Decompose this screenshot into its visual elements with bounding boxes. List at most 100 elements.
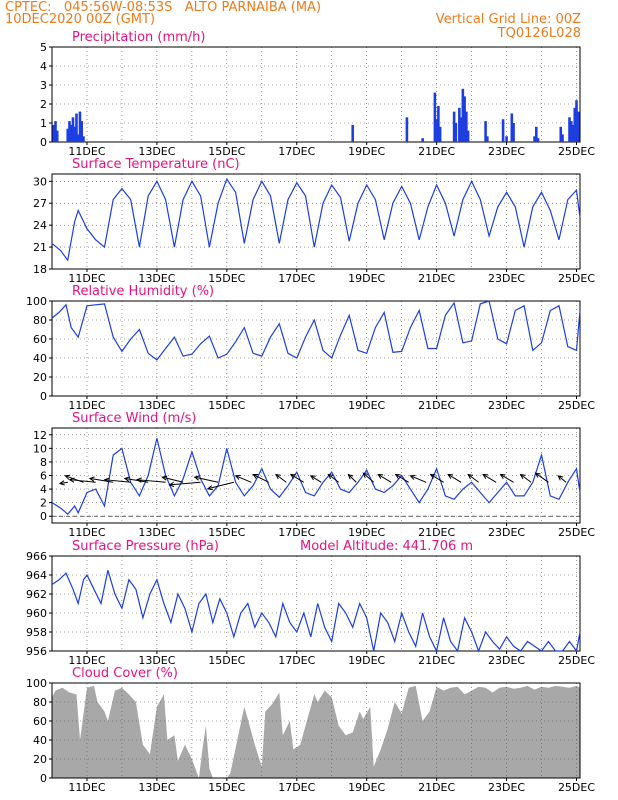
series-line-surface-pressure-hpa xyxy=(51,570,581,653)
bar xyxy=(55,130,59,142)
bar xyxy=(68,121,71,142)
bar xyxy=(459,117,463,142)
wind-arrow xyxy=(69,479,96,483)
bar xyxy=(510,113,514,142)
y-tick-label: 100 xyxy=(26,295,47,308)
wind-arrow xyxy=(430,474,444,483)
bar xyxy=(561,134,564,142)
series-line-surface-temperature-nc xyxy=(51,177,581,262)
bar xyxy=(66,128,70,142)
x-tick-label: 23DEC xyxy=(488,145,525,158)
y-tick-label: 21 xyxy=(33,241,47,254)
wind-arrow-head xyxy=(161,475,168,481)
y-tick-label: 0 xyxy=(40,510,47,523)
bar xyxy=(78,111,82,142)
wind-arrow-head xyxy=(482,473,489,479)
wind-arrow-head xyxy=(409,475,416,480)
wind-arrow-head xyxy=(64,474,71,480)
wind-arrow xyxy=(290,474,305,483)
y-tick-label: 80 xyxy=(33,314,47,327)
x-tick-label: 15DEC xyxy=(208,145,245,158)
y-tick-label: 4 xyxy=(40,60,47,73)
grid-note: Vertical Grid Line: 00Z xyxy=(435,12,581,27)
y-tick-label: 80 xyxy=(33,696,47,709)
wind-arrow xyxy=(275,474,287,483)
wind-arrow-head xyxy=(103,477,110,483)
x-tick-label: 11DEC xyxy=(68,399,105,412)
x-tick-label: 23DEC xyxy=(488,654,525,667)
y-tick-label: 966 xyxy=(26,550,47,563)
bar xyxy=(533,136,536,142)
y-tick-label: 8 xyxy=(40,456,47,469)
wind-arrow-head xyxy=(347,473,354,480)
title-cloud-cover: Cloud Cover (%) xyxy=(72,666,178,681)
title-surface-temperature-nc: Surface Temperature (nC) xyxy=(72,157,240,172)
y-tick-label: 6 xyxy=(40,470,47,483)
wind-arrow xyxy=(447,474,462,483)
x-tick-label: 11DEC xyxy=(68,272,105,285)
wind-arrow xyxy=(520,474,532,483)
x-tick-label: 17DEC xyxy=(278,654,315,667)
wind-arrow xyxy=(395,474,409,483)
wind-arrow-head xyxy=(274,473,281,480)
y-tick-label: 964 xyxy=(26,569,47,582)
x-tick-label: 19DEC xyxy=(348,654,385,667)
title-relative-humidity: Relative Humidity (%) xyxy=(72,284,214,299)
wind-arrow-head xyxy=(88,476,95,482)
y-tick-label: 100 xyxy=(26,677,47,690)
wind-arrow-head xyxy=(499,473,506,479)
x-tick-label: 17DEC xyxy=(278,526,315,539)
x-tick-label: 25DEC xyxy=(558,399,595,412)
bar xyxy=(435,119,438,142)
wind-arrow xyxy=(89,477,114,483)
x-tick-label: 21DEC xyxy=(418,145,455,158)
wind-arrow xyxy=(194,476,219,483)
wind-arrow xyxy=(348,474,357,483)
bar xyxy=(80,121,84,142)
y-tick-label: 60 xyxy=(33,333,47,346)
y-tick-label: 12 xyxy=(33,429,47,442)
x-tick-label: 11DEC xyxy=(68,654,105,667)
y-tick-label: 956 xyxy=(26,645,47,658)
y-tick-label: 5 xyxy=(40,41,47,54)
bar xyxy=(421,138,424,142)
x-tick-label: 19DEC xyxy=(348,399,385,412)
y-tick-label: 30 xyxy=(33,175,47,188)
wind-arrow xyxy=(310,475,322,483)
wind-arrow xyxy=(59,481,68,485)
y-tick-label: 0 xyxy=(40,390,47,403)
bar xyxy=(466,130,470,142)
series-line-relative-humidity xyxy=(51,300,581,361)
y-tick-label: 2 xyxy=(40,497,47,510)
x-tick-label: 15DEC xyxy=(208,654,245,667)
wind-arrow xyxy=(169,481,201,486)
x-tick-label: 21DEC xyxy=(418,272,455,285)
y-tick-label: 2 xyxy=(40,98,47,111)
x-tick-label: 11DEC xyxy=(68,145,105,158)
wind-arrow xyxy=(162,476,184,483)
frame-cloud-cover xyxy=(51,682,581,779)
x-tick-label: 23DEC xyxy=(488,781,525,794)
bar xyxy=(576,111,580,142)
model-code: TQ0126L028 xyxy=(497,26,581,41)
x-tick-label: 25DEC xyxy=(558,526,595,539)
x-tick-label: 21DEC xyxy=(418,654,455,667)
wind-arrow xyxy=(467,474,479,483)
wind-arrow-head xyxy=(447,473,454,479)
wind-arrow-head xyxy=(289,473,296,479)
wind-arrow-head xyxy=(168,481,175,488)
x-tick-label: 17DEC xyxy=(278,399,315,412)
bar xyxy=(452,111,456,142)
x-tick-label: 21DEC xyxy=(418,526,455,539)
wind-arrow xyxy=(328,474,340,483)
y-tick-label: 1 xyxy=(40,117,47,130)
y-tick-label: 960 xyxy=(26,607,47,620)
x-tick-label: 25DEC xyxy=(558,272,595,285)
bar xyxy=(465,111,468,142)
wind-arrow xyxy=(235,475,252,483)
wind-arrow xyxy=(482,474,497,483)
bar xyxy=(559,126,563,142)
wind-arrow-head xyxy=(534,472,541,478)
frame-surface-pressure-hpa xyxy=(51,555,581,652)
